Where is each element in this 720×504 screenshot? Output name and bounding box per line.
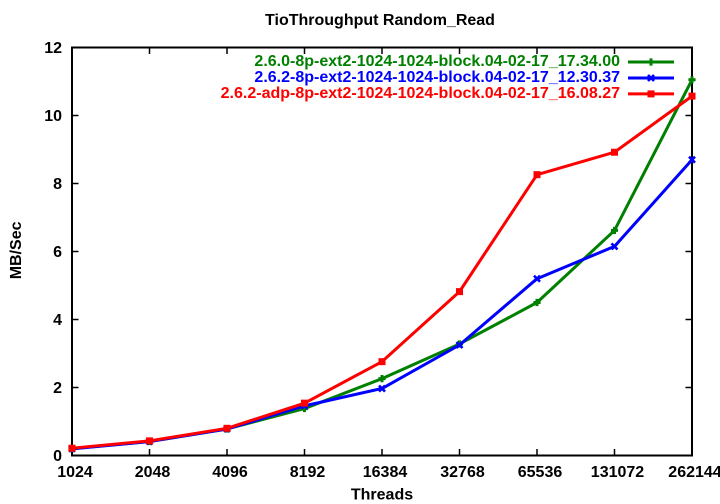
svg-text:1024: 1024 [57, 464, 93, 481]
svg-text:2048: 2048 [135, 464, 171, 481]
svg-text:12: 12 [44, 40, 62, 57]
svg-text:2.6.0-8p-ext2-1024-1024-block.: 2.6.0-8p-ext2-1024-1024-block.04-02-17_1… [254, 53, 620, 70]
svg-text:2.6.2-8p-ext2-1024-1024-block.: 2.6.2-8p-ext2-1024-1024-block.04-02-17_1… [254, 69, 620, 86]
svg-text:8: 8 [53, 176, 62, 193]
svg-text:32768: 32768 [440, 464, 485, 481]
svg-text:2.6.2-adp-8p-ext2-1024-1024-bl: 2.6.2-adp-8p-ext2-1024-1024-block.04-02-… [221, 85, 620, 102]
svg-text:16384: 16384 [363, 464, 408, 481]
svg-text:4: 4 [53, 312, 62, 329]
svg-text:0: 0 [53, 448, 62, 465]
svg-text:2: 2 [53, 380, 62, 397]
svg-text:131072: 131072 [591, 464, 644, 481]
svg-text:TioThroughput Random_Read: TioThroughput Random_Read [265, 12, 495, 29]
svg-text:8192: 8192 [290, 464, 326, 481]
svg-text:4096: 4096 [212, 464, 248, 481]
svg-text:6: 6 [53, 244, 62, 261]
svg-text:Threads: Threads [351, 487, 413, 504]
svg-text:10: 10 [44, 108, 62, 125]
svg-text:MB/Sec: MB/Sec [8, 221, 25, 279]
svg-text:262144: 262144 [668, 464, 720, 481]
svg-text:65536: 65536 [518, 464, 563, 481]
